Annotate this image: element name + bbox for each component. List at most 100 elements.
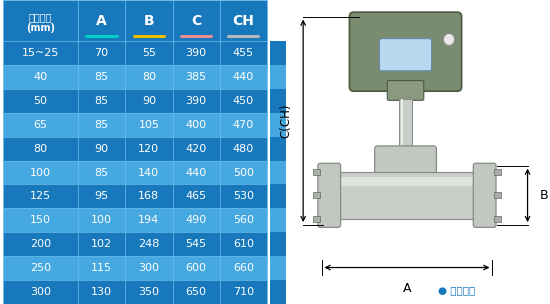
- Text: 660: 660: [233, 263, 254, 273]
- Bar: [78, 89, 125, 113]
- Text: 90: 90: [142, 96, 156, 106]
- Text: 248: 248: [138, 239, 160, 249]
- Text: 125: 125: [30, 192, 51, 202]
- Bar: [270, 232, 287, 256]
- Bar: [125, 137, 173, 161]
- Bar: [326, 172, 488, 219]
- Bar: [125, 232, 173, 256]
- Text: 120: 120: [138, 143, 160, 154]
- Bar: [78, 65, 125, 89]
- Bar: [220, 89, 267, 113]
- Bar: [3, 185, 78, 208]
- Bar: [399, 99, 412, 154]
- Text: 85: 85: [95, 120, 109, 130]
- Ellipse shape: [443, 33, 455, 46]
- Bar: [220, 161, 267, 185]
- Text: 650: 650: [186, 287, 207, 297]
- Bar: [3, 0, 78, 41]
- FancyBboxPatch shape: [318, 163, 340, 227]
- Text: A: A: [96, 14, 107, 28]
- Bar: [173, 65, 220, 89]
- Text: 440: 440: [233, 72, 254, 82]
- Bar: [173, 89, 220, 113]
- Bar: [400, 99, 403, 154]
- Text: 65: 65: [34, 120, 47, 130]
- Bar: [125, 185, 173, 208]
- Bar: [220, 208, 267, 232]
- Bar: [270, 256, 287, 280]
- Bar: [125, 0, 173, 41]
- Bar: [78, 41, 125, 65]
- Text: 610: 610: [233, 239, 254, 249]
- Text: ● 常规仪表: ● 常规仪表: [438, 285, 475, 295]
- Bar: [3, 89, 78, 113]
- Text: 350: 350: [139, 287, 159, 297]
- Bar: [270, 161, 287, 185]
- Text: 455: 455: [233, 48, 254, 58]
- Bar: [220, 0, 267, 41]
- Text: 85: 85: [95, 72, 109, 82]
- Text: 250: 250: [30, 263, 51, 273]
- Bar: [78, 208, 125, 232]
- Bar: [173, 161, 220, 185]
- Bar: [220, 113, 267, 137]
- Bar: [78, 280, 125, 304]
- Text: 200: 200: [30, 239, 51, 249]
- Text: 70: 70: [95, 48, 109, 58]
- Bar: [173, 232, 220, 256]
- Bar: [125, 161, 173, 185]
- Bar: [125, 280, 173, 304]
- Bar: [220, 280, 267, 304]
- Bar: [220, 137, 267, 161]
- Text: 80: 80: [142, 72, 156, 82]
- Bar: [125, 41, 173, 65]
- Text: 545: 545: [185, 239, 207, 249]
- Text: 300: 300: [30, 287, 51, 297]
- Text: 490: 490: [185, 215, 207, 225]
- Bar: [78, 113, 125, 137]
- Text: 300: 300: [139, 263, 159, 273]
- Bar: [270, 137, 287, 161]
- Bar: [78, 137, 125, 161]
- Text: 440: 440: [185, 168, 207, 178]
- Text: 85: 85: [95, 168, 109, 178]
- Bar: [173, 113, 220, 137]
- Bar: [125, 256, 173, 280]
- Bar: [3, 161, 78, 185]
- Text: C(CH): C(CH): [280, 104, 293, 138]
- Bar: [78, 0, 125, 41]
- Text: 102: 102: [91, 239, 112, 249]
- Bar: [326, 178, 488, 186]
- Text: 194: 194: [138, 215, 160, 225]
- Bar: [78, 232, 125, 256]
- Bar: [125, 113, 173, 137]
- Bar: [3, 137, 78, 161]
- Text: 40: 40: [33, 72, 47, 82]
- Bar: [494, 216, 501, 222]
- Bar: [125, 65, 173, 89]
- Bar: [78, 256, 125, 280]
- Bar: [3, 232, 78, 256]
- Text: 400: 400: [185, 120, 207, 130]
- Text: A: A: [403, 282, 411, 295]
- Text: 385: 385: [185, 72, 207, 82]
- Text: C: C: [191, 14, 201, 28]
- Bar: [173, 208, 220, 232]
- Bar: [125, 208, 173, 232]
- Bar: [220, 256, 267, 280]
- Bar: [270, 185, 287, 208]
- Bar: [173, 185, 220, 208]
- Bar: [173, 41, 220, 65]
- Bar: [270, 208, 287, 232]
- Text: 130: 130: [91, 287, 112, 297]
- Text: 100: 100: [30, 168, 51, 178]
- Text: 480: 480: [233, 143, 254, 154]
- Text: 95: 95: [95, 192, 109, 202]
- Bar: [3, 113, 78, 137]
- Bar: [220, 65, 267, 89]
- Bar: [270, 113, 287, 137]
- Text: (mm): (mm): [26, 23, 55, 33]
- Bar: [3, 41, 78, 65]
- Bar: [220, 41, 267, 65]
- FancyBboxPatch shape: [474, 163, 496, 227]
